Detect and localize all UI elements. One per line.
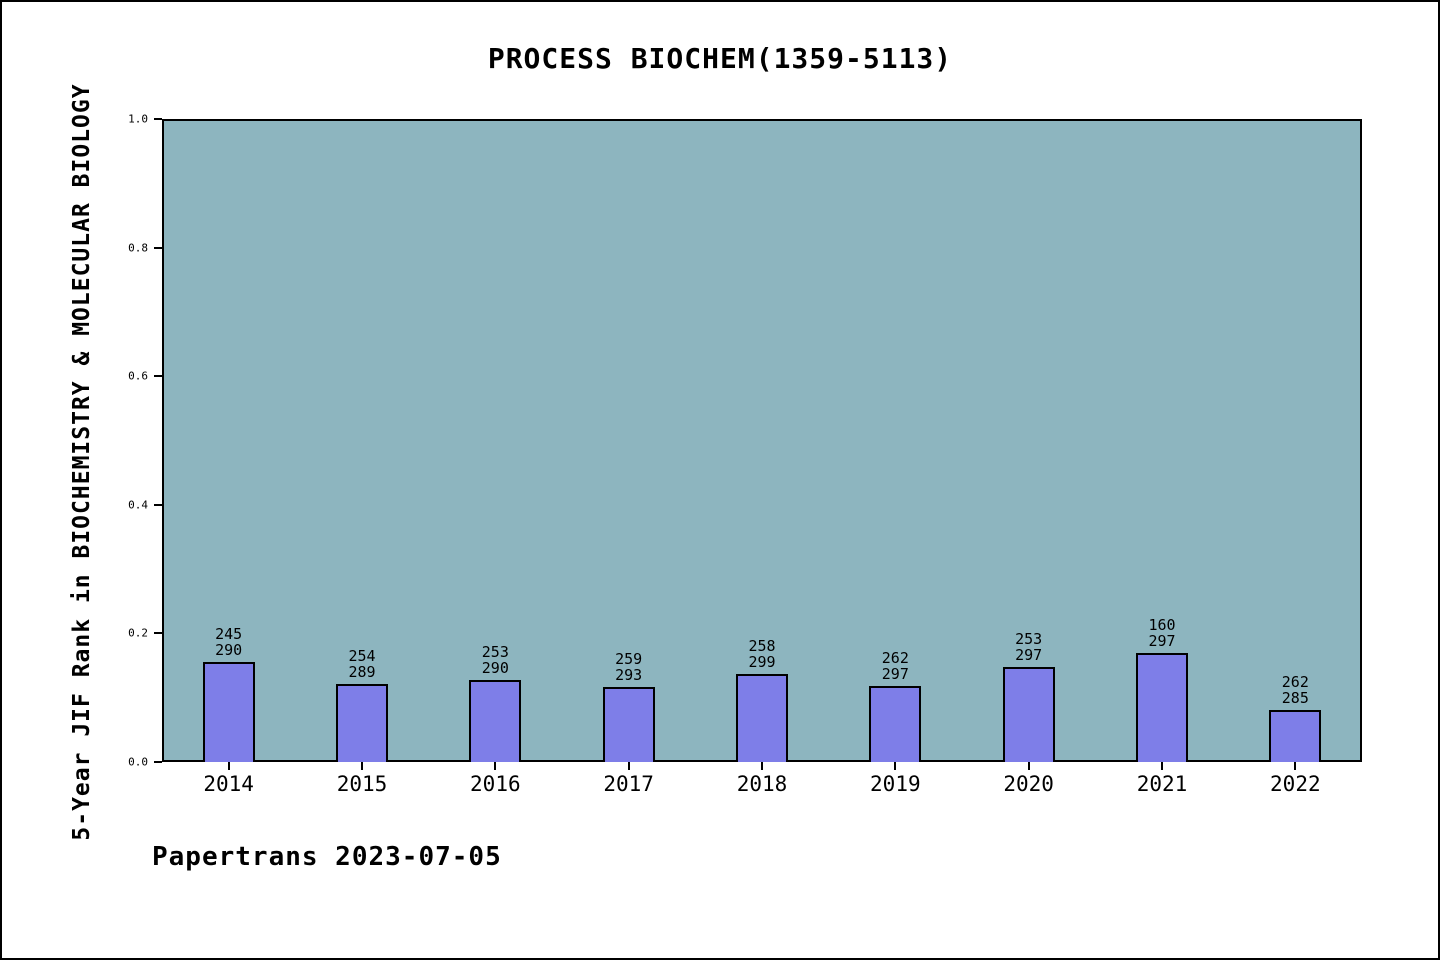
bar-value-label: 245 290 — [215, 626, 242, 658]
bar-total: 289 — [348, 663, 376, 682]
x-tick — [894, 762, 897, 770]
bar-rank: 253 — [1015, 629, 1043, 648]
bar — [736, 673, 788, 762]
y-tick — [154, 118, 162, 120]
y-tick-label: 0.8 — [128, 241, 148, 255]
y-tick — [154, 632, 162, 635]
x-tick-label: 2022 — [1270, 772, 1321, 796]
bar-total: 297 — [1148, 631, 1176, 650]
bar-value-label: 160 297 — [1148, 617, 1175, 649]
bar-value-label: 262 285 — [1282, 674, 1309, 706]
bar — [869, 686, 922, 762]
bar — [1002, 666, 1055, 762]
bar-total: 297 — [881, 665, 909, 684]
bar-rank: 258 — [748, 636, 776, 655]
y-tick-label: 0.6 — [128, 369, 148, 383]
bar-value-label: 253 290 — [482, 644, 509, 676]
x-tick-label: 2017 — [603, 772, 654, 796]
bar — [202, 662, 255, 762]
chart-region: 0.0 0.2 0.4 0.6 0.8 1.0 245 290 2014 254 289 2015 25… — [128, 113, 1362, 796]
bar-rank: 262 — [1281, 672, 1309, 691]
x-tick-label: 2014 — [203, 772, 254, 796]
bar — [469, 679, 522, 762]
bar-total: 293 — [615, 666, 643, 685]
bar-total: 297 — [1015, 645, 1043, 664]
bar-rank: 262 — [881, 649, 909, 668]
x-tick — [227, 762, 230, 770]
bar-value-label: 258 299 — [748, 638, 775, 670]
chart-title: PROCESS BIOCHEM(1359-5113) — [487, 42, 953, 75]
x-tick — [627, 762, 630, 770]
bar-total: 285 — [1281, 688, 1309, 707]
x-tick — [1027, 762, 1030, 770]
bar — [336, 684, 388, 762]
x-tick-label: 2015 — [336, 772, 388, 796]
y-tick — [154, 375, 162, 378]
bar — [602, 687, 655, 762]
bar-rank: 254 — [348, 647, 376, 666]
bar-rank: 253 — [481, 642, 509, 661]
footer-text: Papertrans 2023-07-05 — [152, 842, 502, 872]
y-tick — [154, 503, 162, 506]
bar-value-label: 259 293 — [615, 651, 642, 683]
x-tick-label: 2018 — [736, 772, 788, 796]
bar-total: 290 — [481, 658, 509, 677]
y-tick-label: 0.0 — [128, 755, 148, 769]
y-tick-label: 1.0 — [128, 112, 148, 126]
x-tick — [761, 762, 763, 770]
y-tick-label: 0.4 — [128, 498, 148, 512]
x-tick-label: 2020 — [1003, 772, 1054, 796]
x-tick — [494, 762, 497, 770]
x-tick — [1161, 762, 1163, 770]
bar-value-label: 254 289 — [348, 648, 375, 680]
bar-rank: 245 — [215, 625, 243, 644]
bar-rank: 259 — [615, 650, 643, 669]
x-tick — [1294, 762, 1297, 770]
y-tick-label: 0.2 — [128, 626, 148, 640]
x-tick-label: 2016 — [470, 772, 521, 796]
y-tick — [154, 246, 162, 249]
bar-total: 299 — [748, 652, 776, 671]
bar-value-label: 262 297 — [882, 650, 909, 682]
y-tick — [154, 761, 162, 763]
x-tick-label: 2021 — [1136, 772, 1188, 796]
x-tick — [361, 762, 363, 770]
x-tick-label: 2019 — [870, 772, 921, 796]
bar — [1269, 709, 1322, 762]
y-axis-label: 5-Year JIF Rank in BIOCHEMISTRY & MOLECU… — [69, 83, 95, 841]
bar-rank: 160 — [1148, 615, 1176, 634]
bar — [1136, 652, 1188, 762]
bar-value-label: 253 297 — [1015, 631, 1042, 663]
bar-total: 290 — [215, 641, 243, 660]
